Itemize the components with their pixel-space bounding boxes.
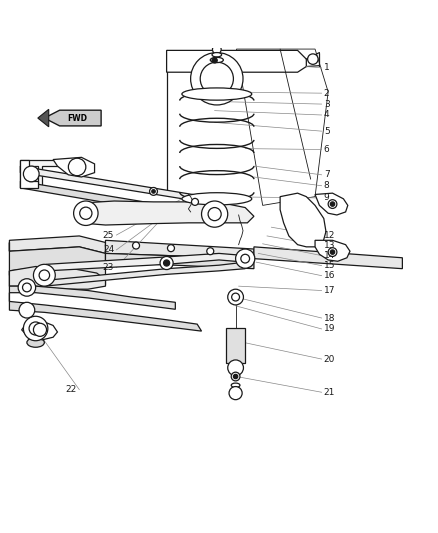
Circle shape bbox=[19, 302, 35, 318]
Polygon shape bbox=[38, 109, 49, 127]
Circle shape bbox=[330, 250, 335, 254]
Text: 1: 1 bbox=[324, 63, 329, 72]
Circle shape bbox=[228, 360, 244, 376]
Text: 13: 13 bbox=[324, 241, 335, 250]
Text: 24: 24 bbox=[103, 245, 114, 254]
Polygon shape bbox=[254, 247, 403, 269]
Polygon shape bbox=[21, 321, 57, 340]
Text: 4: 4 bbox=[324, 110, 329, 119]
Polygon shape bbox=[10, 266, 106, 289]
Polygon shape bbox=[237, 49, 328, 205]
Polygon shape bbox=[280, 193, 326, 247]
Text: 5: 5 bbox=[324, 127, 329, 136]
Polygon shape bbox=[53, 157, 95, 177]
Text: 25: 25 bbox=[103, 231, 114, 239]
Circle shape bbox=[228, 289, 244, 305]
Polygon shape bbox=[315, 193, 348, 215]
Circle shape bbox=[307, 54, 318, 64]
Circle shape bbox=[200, 62, 233, 95]
Ellipse shape bbox=[231, 383, 240, 387]
Circle shape bbox=[33, 264, 55, 286]
Circle shape bbox=[152, 190, 155, 193]
Polygon shape bbox=[20, 159, 68, 188]
Ellipse shape bbox=[182, 193, 252, 205]
Text: 20: 20 bbox=[324, 354, 335, 364]
Circle shape bbox=[236, 249, 255, 268]
Circle shape bbox=[39, 270, 49, 280]
Text: 19: 19 bbox=[324, 325, 335, 334]
Circle shape bbox=[163, 260, 170, 266]
Circle shape bbox=[328, 200, 337, 208]
Circle shape bbox=[201, 201, 228, 227]
Polygon shape bbox=[79, 201, 254, 225]
Circle shape bbox=[167, 245, 174, 252]
Text: 17: 17 bbox=[324, 286, 335, 295]
Circle shape bbox=[133, 242, 140, 249]
Ellipse shape bbox=[210, 58, 223, 62]
Bar bbox=[226, 328, 245, 362]
Circle shape bbox=[160, 256, 173, 270]
Polygon shape bbox=[10, 293, 201, 331]
Polygon shape bbox=[106, 253, 254, 269]
Polygon shape bbox=[44, 262, 245, 286]
Polygon shape bbox=[44, 253, 245, 271]
Circle shape bbox=[191, 53, 243, 105]
Text: 21: 21 bbox=[324, 387, 335, 397]
Circle shape bbox=[191, 198, 198, 205]
Circle shape bbox=[233, 374, 238, 379]
Circle shape bbox=[212, 58, 217, 63]
Circle shape bbox=[80, 207, 92, 220]
Text: 6: 6 bbox=[324, 145, 329, 154]
Circle shape bbox=[207, 248, 214, 255]
Circle shape bbox=[68, 158, 86, 176]
Circle shape bbox=[18, 279, 35, 296]
Ellipse shape bbox=[27, 338, 44, 348]
Polygon shape bbox=[20, 181, 223, 223]
Circle shape bbox=[33, 323, 46, 336]
Text: 7: 7 bbox=[324, 171, 329, 179]
Text: 12: 12 bbox=[324, 231, 335, 240]
Text: 23: 23 bbox=[103, 263, 114, 272]
Circle shape bbox=[74, 201, 98, 225]
Text: 14: 14 bbox=[324, 251, 335, 260]
Circle shape bbox=[209, 55, 220, 66]
Text: 18: 18 bbox=[324, 313, 335, 322]
Text: 8: 8 bbox=[324, 181, 329, 190]
Circle shape bbox=[241, 254, 250, 263]
Circle shape bbox=[330, 202, 335, 206]
Ellipse shape bbox=[182, 88, 252, 100]
Circle shape bbox=[231, 372, 240, 381]
Circle shape bbox=[22, 283, 31, 292]
Circle shape bbox=[150, 188, 157, 195]
Polygon shape bbox=[10, 286, 175, 309]
Polygon shape bbox=[315, 240, 350, 261]
Polygon shape bbox=[10, 269, 44, 286]
Polygon shape bbox=[166, 51, 306, 72]
Text: FWD: FWD bbox=[67, 114, 87, 123]
Text: 22: 22 bbox=[66, 385, 77, 394]
Ellipse shape bbox=[212, 53, 222, 57]
Text: 16: 16 bbox=[324, 271, 335, 280]
Circle shape bbox=[229, 386, 242, 400]
Text: 2: 2 bbox=[324, 88, 329, 98]
Polygon shape bbox=[44, 110, 101, 126]
Circle shape bbox=[208, 207, 221, 221]
Polygon shape bbox=[20, 166, 223, 205]
Text: 9: 9 bbox=[324, 193, 329, 203]
Circle shape bbox=[232, 293, 240, 301]
Circle shape bbox=[212, 45, 221, 54]
Text: 15: 15 bbox=[324, 261, 335, 270]
Polygon shape bbox=[10, 236, 106, 253]
Polygon shape bbox=[20, 159, 38, 188]
Circle shape bbox=[23, 316, 48, 341]
Polygon shape bbox=[106, 240, 254, 259]
Polygon shape bbox=[10, 243, 106, 286]
Circle shape bbox=[29, 322, 42, 335]
Circle shape bbox=[328, 248, 337, 256]
Text: 3: 3 bbox=[324, 100, 329, 109]
Circle shape bbox=[23, 166, 39, 182]
